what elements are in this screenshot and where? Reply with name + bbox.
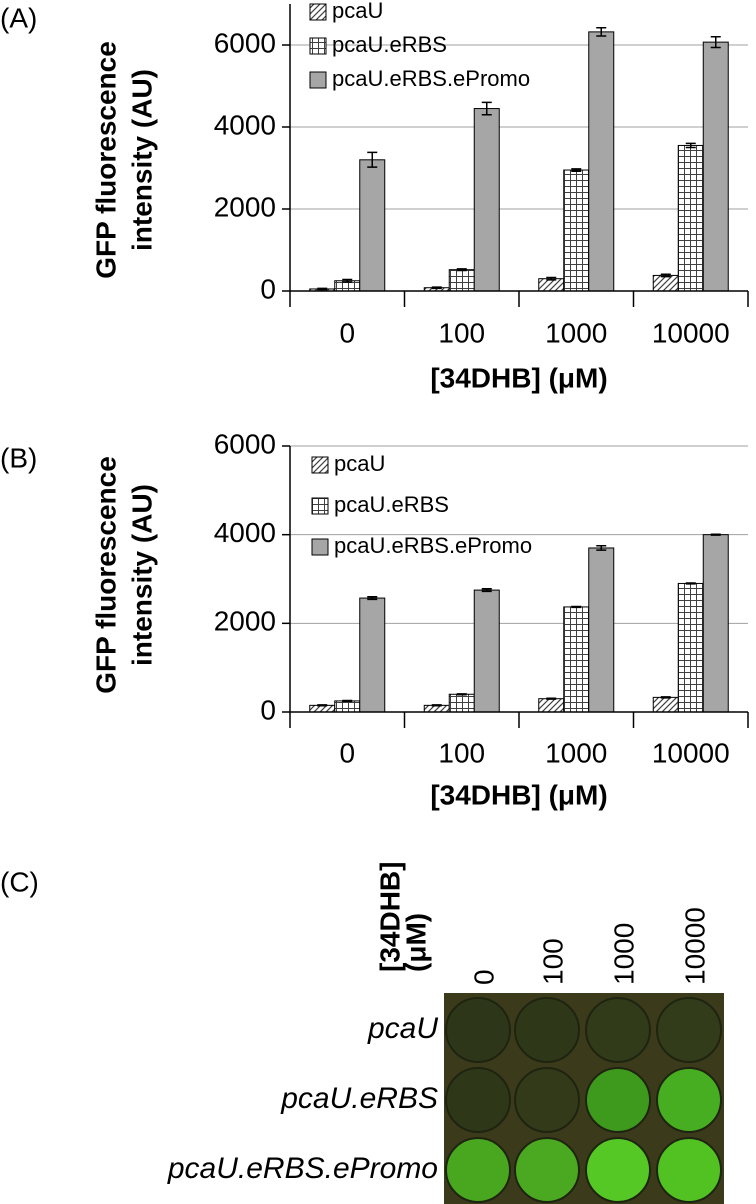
x-tick-label: 1000 [545,317,607,348]
bar [703,535,728,712]
y-tick-label: 2000 [214,606,276,637]
panel-label: (A) [0,2,37,33]
well [446,1138,510,1202]
legend-swatch [312,457,328,473]
plate-axis-title: (μM) [400,913,431,972]
legend-label: pcaU.eRBS [334,492,449,517]
y-tick-label: 6000 [214,27,276,58]
bar [703,42,728,291]
column-label: 1000 [608,923,639,985]
y-axis-title: intensity (AU) [126,69,157,251]
legend-swatch [312,539,328,555]
error-bar [546,698,556,699]
y-axis-title: intensity (AU) [126,484,157,666]
panel-label: (B) [0,442,37,473]
error-bar [317,705,327,706]
legend-swatch [310,72,326,88]
y-tick-label: 6000 [214,428,276,459]
well [586,1068,650,1132]
error-bar [317,288,327,289]
bar [474,590,499,712]
bar [539,699,564,712]
bar [449,694,474,712]
error-bar [342,700,352,701]
well [586,1138,650,1202]
x-tick-label: 10000 [652,737,730,768]
bar [474,109,499,291]
y-tick-label: 4000 [214,109,276,140]
bar [589,32,614,291]
well [515,1138,579,1202]
bar [564,170,589,291]
y-tick-label: 0 [260,694,276,725]
legend-label: pcaU.eRBS.ePromo [334,533,532,558]
legend-label: pcaU.eRBS [332,32,447,57]
well [586,998,650,1062]
column-label: 0 [468,969,499,985]
x-axis-title: [34DHB] (μM) [430,779,607,810]
legend-label: pcaU [334,451,385,476]
legend-swatch [310,4,326,20]
well [515,1068,579,1132]
legend-label: pcaU [332,0,383,23]
bar [653,697,678,712]
y-tick-label: 2000 [214,191,276,222]
bar [678,583,703,712]
error-bar [432,287,442,288]
x-tick-label: 100 [438,317,485,348]
x-axis-title: [34DHB] (μM) [430,362,607,393]
error-bar [457,694,467,695]
well [657,1138,721,1202]
well [515,998,579,1062]
bar [360,598,385,712]
x-tick-label: 1000 [545,737,607,768]
y-tick-label: 0 [260,273,276,304]
bar [360,160,385,291]
legend-swatch [310,38,326,54]
error-bar [661,697,671,698]
x-tick-label: 0 [339,317,355,348]
column-label: 100 [537,938,568,985]
column-label: 10000 [679,907,710,985]
error-bar [432,705,442,706]
y-axis-title: GFP fluorescence [90,456,121,694]
error-bar [686,583,696,584]
y-axis-title: GFP fluorescence [90,41,121,279]
error-bar [711,534,721,535]
legend-label: pcaU.eRBS.ePromo [332,66,530,91]
x-tick-label: 0 [339,737,355,768]
x-tick-label: 100 [438,737,485,768]
bar [653,275,678,291]
well [446,1068,510,1132]
bar [564,607,589,712]
x-tick-label: 10000 [652,317,730,348]
panel-label: (C) [0,866,39,897]
error-bar [571,606,581,607]
legend-swatch [312,498,328,514]
row-label: pcaU.eRBS [280,1082,438,1115]
well [657,998,721,1062]
row-label: pcaU.eRBS.ePromo [167,1152,438,1185]
bar [335,701,360,712]
well [446,998,510,1062]
well [657,1068,721,1132]
bar [449,270,474,291]
y-tick-label: 4000 [214,517,276,548]
bar [589,548,614,712]
bar [678,145,703,291]
row-label: pcaU [367,1012,438,1045]
